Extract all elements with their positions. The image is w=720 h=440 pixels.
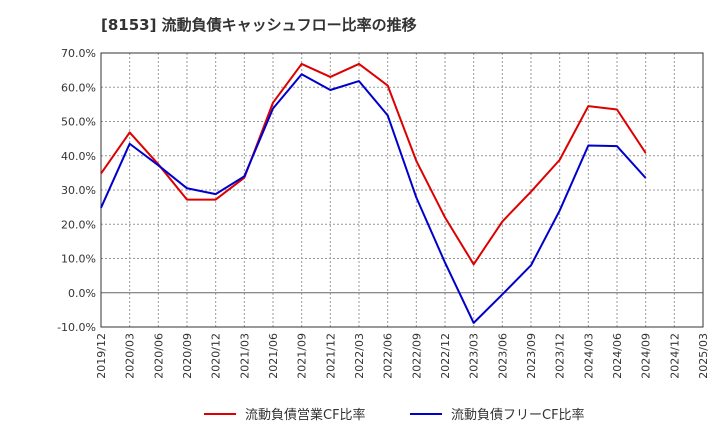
legend-label-1: 流動負債営業CF比率 <box>245 407 366 423</box>
y-tick-label: 60.0% <box>61 81 96 94</box>
series-line-1 <box>100 62 647 266</box>
x-tick-label: 2019/12 <box>95 333 108 379</box>
x-tick-label: 2023/03 <box>468 333 481 379</box>
x-tick-label: 2024/03 <box>582 333 595 379</box>
x-tick-label: 2021/03 <box>238 333 251 379</box>
y-tick-label: 40.0% <box>61 150 96 163</box>
chart-title: [8153] 流動負債キャッシュフロー比率の推移 <box>101 16 417 34</box>
series-line-2 <box>100 73 647 324</box>
x-tick-label: 2022/06 <box>382 333 395 379</box>
x-tick-label: 2020/12 <box>210 333 223 379</box>
x-tick-label: 2023/09 <box>525 333 538 379</box>
y-tick-label: 70.0% <box>61 47 96 60</box>
x-tick-label: 2022/12 <box>439 333 452 379</box>
x-tick-label: 2023/12 <box>554 333 567 379</box>
y-tick-label: -10.0% <box>57 321 96 334</box>
x-tick-label: 2024/09 <box>640 333 653 379</box>
y-tick-label: 10.0% <box>61 253 96 266</box>
y-tick-label: 50.0% <box>61 116 96 129</box>
x-tick-label: 2024/12 <box>668 333 681 379</box>
y-tick-label: 30.0% <box>61 184 96 197</box>
x-tick-label: 2020/09 <box>181 333 194 379</box>
y-tick-label: 20.0% <box>61 218 96 231</box>
x-tick-label: 2021/09 <box>296 333 309 379</box>
plot-frame <box>100 52 704 328</box>
x-tick-label: 2021/06 <box>267 333 280 379</box>
x-tick-label: 2021/12 <box>324 333 337 379</box>
y-tick-label: 0.0% <box>68 287 96 300</box>
x-tick-label: 2025/03 <box>697 333 710 379</box>
legend-label-2: 流動負債フリーCF比率 <box>451 407 585 423</box>
x-tick-label: 2020/06 <box>152 333 165 379</box>
x-tick-label: 2022/09 <box>410 333 423 379</box>
x-tick-label: 2023/06 <box>496 333 509 379</box>
x-tick-label: 2024/06 <box>611 333 624 379</box>
x-tick-label: 2020/03 <box>124 333 137 379</box>
x-tick-label: 2022/03 <box>353 333 366 379</box>
